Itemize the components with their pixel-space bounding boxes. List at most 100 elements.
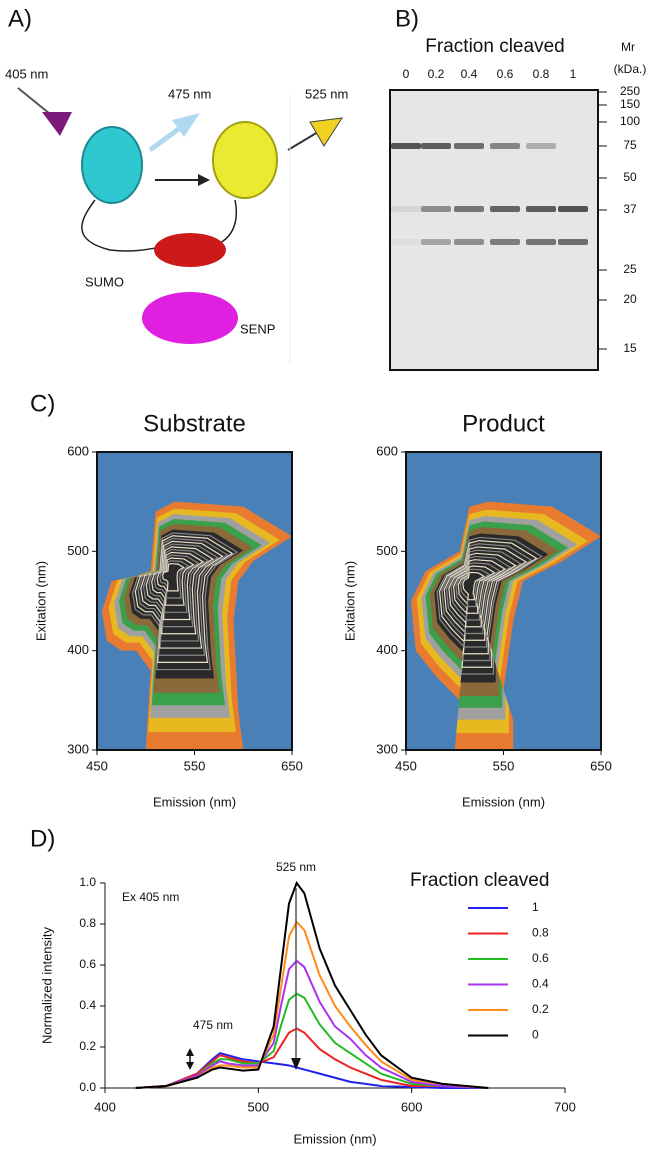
marker-label: 37 — [623, 202, 637, 216]
gel-band — [421, 239, 451, 245]
y-tick-label: 500 — [67, 543, 89, 558]
y-axis-label: Exitation (nm) — [342, 561, 357, 641]
y-tick-label: 0.0 — [79, 1080, 96, 1094]
plot-title: Substrate — [143, 410, 246, 437]
gel-band — [454, 206, 484, 212]
x-tick-label: 550 — [184, 758, 206, 773]
x-tick-label: 450 — [86, 758, 108, 773]
gel-band — [490, 206, 520, 212]
marker-label: 15 — [623, 341, 637, 355]
gel-band — [490, 143, 520, 149]
marker-label: 100 — [620, 114, 640, 128]
panel-label: A) — [8, 5, 32, 32]
x-axis-label: Emission (nm) — [153, 794, 236, 809]
legend-title: Fraction cleaved — [410, 870, 549, 891]
marker-label: 50 — [623, 170, 637, 184]
legend-label: 0.2 — [532, 1002, 549, 1016]
label: SENP — [240, 321, 275, 336]
senp — [142, 292, 238, 344]
panel-label: C) — [30, 390, 55, 417]
gel-band — [391, 239, 421, 245]
y-axis-label: Normalized intensity — [39, 926, 54, 1044]
y-tick-label: 0.4 — [79, 998, 96, 1012]
x-tick-label: 500 — [247, 1099, 269, 1114]
annotation: 525 nm — [276, 860, 316, 874]
gel-band — [558, 206, 588, 212]
arrow-head — [186, 1062, 194, 1070]
gel-band — [391, 143, 421, 149]
legend-label: 0.6 — [532, 951, 549, 965]
sumo — [154, 233, 226, 267]
label: 525 nm — [305, 86, 348, 101]
arrow-head — [198, 174, 210, 186]
x-tick-label: 650 — [590, 758, 612, 773]
x-tick-label: 400 — [94, 1099, 116, 1114]
gel-band — [454, 239, 484, 245]
x-tick-label: 550 — [493, 758, 515, 773]
marker-label: 75 — [623, 138, 637, 152]
arrow-head — [42, 112, 72, 136]
yfp — [213, 122, 277, 198]
arrow — [150, 128, 180, 150]
y-tick-label: 600 — [67, 443, 89, 458]
arrow — [288, 132, 318, 150]
lane-label: 0.6 — [497, 67, 514, 81]
arrow-head — [310, 118, 342, 146]
x-axis-label: Emission (nm) — [462, 794, 545, 809]
lane-label: 0.8 — [533, 67, 550, 81]
x-tick-label: 700 — [554, 1099, 576, 1114]
label: SUMO — [85, 274, 124, 289]
series-line — [136, 961, 489, 1088]
marker-label: 250 — [620, 84, 640, 98]
x-axis-label: Emission (nm) — [293, 1131, 376, 1146]
gel-band — [391, 206, 421, 212]
panel-label: B) — [395, 5, 419, 32]
y-tick-label: 300 — [67, 741, 89, 756]
marker-label: 150 — [620, 97, 640, 111]
panel-a-art — [18, 88, 342, 365]
gel-title: Fraction cleaved — [425, 36, 564, 57]
plot-title: Product — [462, 410, 545, 437]
label: 475 nm — [168, 86, 211, 101]
annotation: Ex 405 nm — [122, 890, 179, 904]
legend-label: 0.8 — [532, 926, 549, 940]
gel-band — [421, 143, 451, 149]
y-tick-label: 600 — [376, 443, 398, 458]
gel-band — [454, 143, 484, 149]
gel-band — [421, 206, 451, 212]
label: 405 nm — [5, 66, 48, 81]
mr-title: Mr — [621, 40, 635, 54]
lane-label: 0.2 — [428, 67, 445, 81]
annotation: 475 nm — [193, 1018, 233, 1032]
y-tick-label: 400 — [376, 642, 398, 657]
y-tick-label: 300 — [376, 741, 398, 756]
gel — [390, 90, 598, 370]
y-tick-label: 0.2 — [79, 1039, 96, 1053]
gel-band — [526, 143, 556, 149]
arrow-head — [186, 1048, 194, 1056]
x-tick-label: 650 — [281, 758, 303, 773]
legend-label: 0.4 — [532, 977, 549, 991]
y-tick-label: 0.6 — [79, 957, 96, 971]
gel-band — [558, 239, 588, 245]
lane-label: 0 — [403, 67, 410, 81]
y-tick-label: 1.0 — [79, 875, 96, 889]
marker-label: 25 — [623, 262, 637, 276]
mr-unit: (kDa.) — [614, 62, 647, 76]
legend-label: 0 — [532, 1028, 539, 1042]
y-tick-label: 0.8 — [79, 916, 96, 930]
panel-label: D) — [30, 825, 55, 852]
gel-band — [490, 239, 520, 245]
y-tick-label: 500 — [376, 543, 398, 558]
linker — [215, 200, 236, 245]
cfp — [82, 127, 142, 203]
y-axis-label: Exitation (nm) — [33, 561, 48, 641]
lane-label: 0.4 — [461, 67, 478, 81]
figure: A) 405 nm 475 nm 525 nm SUMO SENP B) Fra… — [0, 0, 655, 1153]
x-tick-label: 600 — [401, 1099, 423, 1114]
gel-band — [526, 206, 556, 212]
lane-label: 1 — [570, 67, 577, 81]
legend-label: 1 — [532, 900, 539, 914]
marker-label: 20 — [623, 292, 637, 306]
x-tick-label: 450 — [395, 758, 417, 773]
